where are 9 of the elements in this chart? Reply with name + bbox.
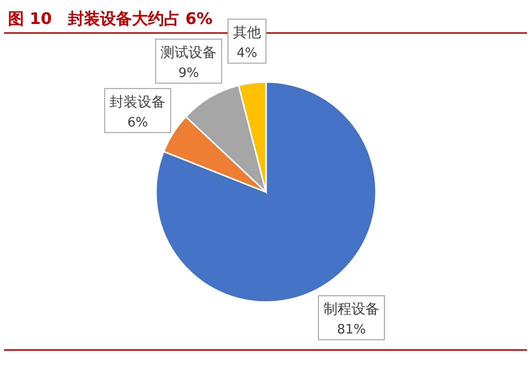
slice-label: 制程设备 <box>323 302 380 318</box>
data-label: 9% <box>178 66 199 82</box>
slice-label: 测试设备 <box>160 45 217 62</box>
slice-label: 封装设备 <box>110 94 166 111</box>
chart-title: 图 10 封装设备大约占 6% <box>8 9 213 28</box>
data-label: 81% <box>336 322 366 338</box>
slice-label: 其他 <box>232 25 261 42</box>
data-label: 6% <box>127 116 148 131</box>
data-label: 4% <box>236 46 258 62</box>
